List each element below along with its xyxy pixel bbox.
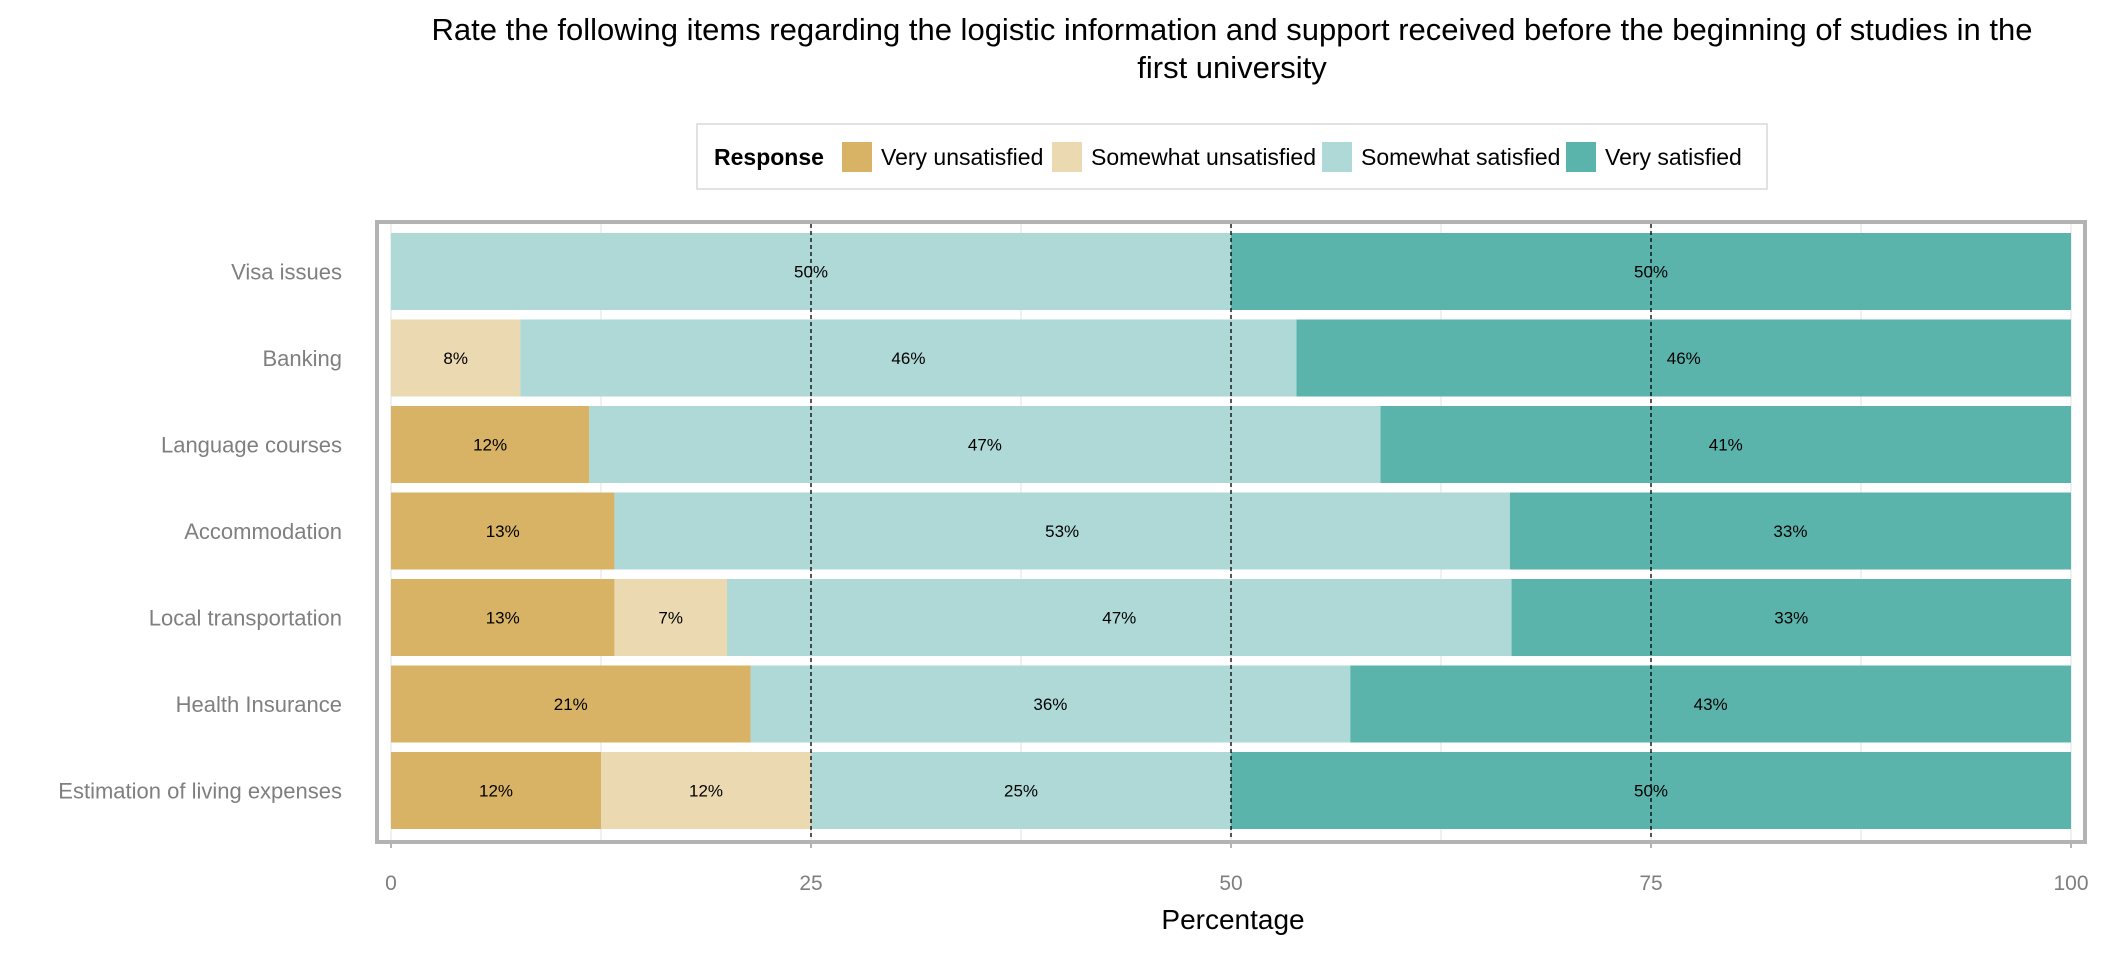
bar-segment: [1350, 665, 2071, 743]
data-label: 13%: [486, 609, 520, 628]
data-label: 46%: [1667, 349, 1701, 368]
data-label: 50%: [1634, 782, 1668, 801]
bar-segment: [1380, 406, 2071, 483]
data-label: 33%: [1773, 522, 1807, 541]
x-tick-label: 100: [2053, 872, 2088, 895]
bar-segment: [1509, 492, 2071, 570]
data-label: 13%: [486, 522, 520, 541]
legend-label: Somewhat unsatisfied: [1091, 144, 1316, 170]
data-label: 21%: [554, 695, 588, 714]
x-axis: 0 25 50 75 100: [385, 842, 2089, 895]
data-label: 33%: [1774, 609, 1808, 628]
legend: Response Very unsatisfied Somewhat unsati…: [696, 123, 1768, 190]
category-label: Banking: [262, 346, 342, 371]
reference-lines: [810, 224, 1652, 840]
data-label: 25%: [1004, 782, 1038, 801]
bar-segment: [727, 579, 1512, 656]
bar-segment: [614, 492, 1510, 570]
bar-segment: [1511, 579, 2071, 656]
bar-segment: [750, 665, 1351, 743]
bar-segment: [1296, 319, 2071, 397]
x-tick-label: 25: [799, 872, 822, 895]
legend-title: Response: [714, 144, 824, 170]
chart-title-line-1: Rate the following items regarding the l…: [432, 12, 2033, 47]
data-label: 36%: [1033, 695, 1067, 714]
category-label: Health Insurance: [176, 692, 342, 717]
bar-segment: [811, 752, 1231, 829]
legend-key: [1566, 142, 1596, 172]
bar-segment: [520, 319, 1297, 397]
data-label: 41%: [1709, 436, 1743, 455]
bar-segment: [391, 579, 615, 656]
data-label: 46%: [891, 349, 925, 368]
data-labels: 50% 50% 8% 46% 46% 12% 47% 41% 13% 53% 33% 13% 7% 47%…: [443, 263, 1808, 801]
bar-segment: [391, 319, 521, 397]
legend-key: [1322, 142, 1352, 172]
data-label: 12%: [479, 782, 513, 801]
legend-label: Very unsatisfied: [881, 144, 1043, 170]
data-label: 53%: [1045, 522, 1079, 541]
bar-segment: [391, 665, 751, 743]
bar-segment: [391, 492, 615, 570]
bar-segment: [391, 752, 601, 829]
legend-label: Somewhat satisfied: [1361, 144, 1560, 170]
data-label: 50%: [1634, 263, 1668, 282]
chart-title-line-2: first university: [1137, 50, 1327, 85]
bars: [391, 233, 2071, 829]
x-tick-label: 50: [1219, 872, 1242, 895]
data-label: 7%: [658, 609, 683, 628]
bar-segment: [614, 579, 727, 656]
x-axis-title: Percentage: [1161, 904, 1304, 935]
category-label: Visa issues: [231, 260, 342, 285]
x-tick-label: 0: [385, 872, 397, 895]
data-label: 43%: [1694, 695, 1728, 714]
category-label: Accommodation: [184, 519, 342, 544]
bar-segment: [589, 406, 1381, 483]
category-label: Local transportation: [149, 606, 342, 631]
data-label: 12%: [473, 436, 507, 455]
data-label: 12%: [689, 782, 723, 801]
bar-segment: [391, 406, 590, 483]
data-label: 8%: [443, 349, 468, 368]
category-label: Estimation of living expenses: [58, 779, 342, 804]
data-label: 47%: [968, 436, 1002, 455]
legend-key: [1052, 142, 1082, 172]
legend-key: [842, 142, 872, 172]
x-tick-label: 75: [1639, 872, 1662, 895]
legend-label: Very satisfied: [1605, 144, 1742, 170]
y-axis-labels: Visa issues Banking Language courses Accomm…: [58, 260, 342, 804]
data-label: 47%: [1102, 609, 1136, 628]
chart-title: Rate the following items regarding the l…: [432, 12, 2033, 85]
category-label: Language courses: [161, 433, 342, 458]
bar-segment: [601, 752, 811, 829]
data-label: 50%: [794, 263, 828, 282]
